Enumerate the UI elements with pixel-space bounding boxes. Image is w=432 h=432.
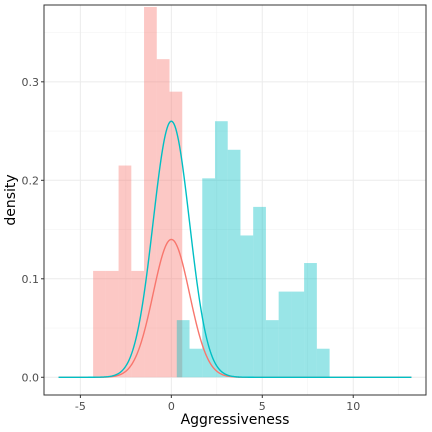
histogram-bar-series-2: [278, 291, 292, 378]
histogram-bar-series-2: [265, 320, 279, 378]
histogram-bar-series-2: [253, 206, 266, 378]
density-curves: [58, 120, 412, 378]
y-axis-title: density: [3, 174, 19, 225]
x-tick-label: -5: [75, 400, 86, 413]
axis-ticks: -5 0 5 10 0.0 0.1 0.2 0.3: [22, 76, 361, 413]
histogram-bar-series-2: [291, 291, 305, 378]
histogram-bar-series-2: [214, 121, 228, 378]
histogram-bar-series-1: [156, 59, 170, 378]
histogram-bar-series-2: [202, 178, 215, 378]
panel-border: [43, 4, 427, 396]
histogram-bar-series-1: [144, 6, 157, 378]
x-tick-label: 0: [168, 400, 175, 413]
histogram-bar-series-2: [189, 348, 203, 378]
histogram-bar-series-2: [304, 263, 317, 378]
density-curve-series-2: [58, 120, 412, 378]
y-tick-label: 0.2: [22, 174, 40, 187]
histogram-bar-series-1: [105, 270, 119, 378]
histogram-bar-series-2: [316, 348, 330, 378]
histogram-bar-series-1: [169, 91, 183, 378]
y-tick-label: 0.0: [22, 371, 40, 384]
histogram-bar-series-1: [118, 165, 132, 378]
histogram-bar-series-1: [131, 270, 145, 378]
histogram-bar-series-1: [93, 270, 106, 378]
histogram-bar-series-2: [240, 235, 254, 378]
histogram-bar-series-2: [176, 320, 190, 378]
x-tick-label: 10: [346, 400, 360, 413]
x-axis-title: Aggressiveness: [181, 412, 290, 428]
histogram-bar-series-2: [227, 149, 241, 378]
grid-lines: [44, 5, 426, 395]
y-tick-label: 0.1: [22, 273, 40, 286]
histogram-bars: [93, 6, 330, 378]
x-tick-label: 5: [259, 400, 266, 413]
y-tick-label: 0.3: [22, 76, 40, 89]
